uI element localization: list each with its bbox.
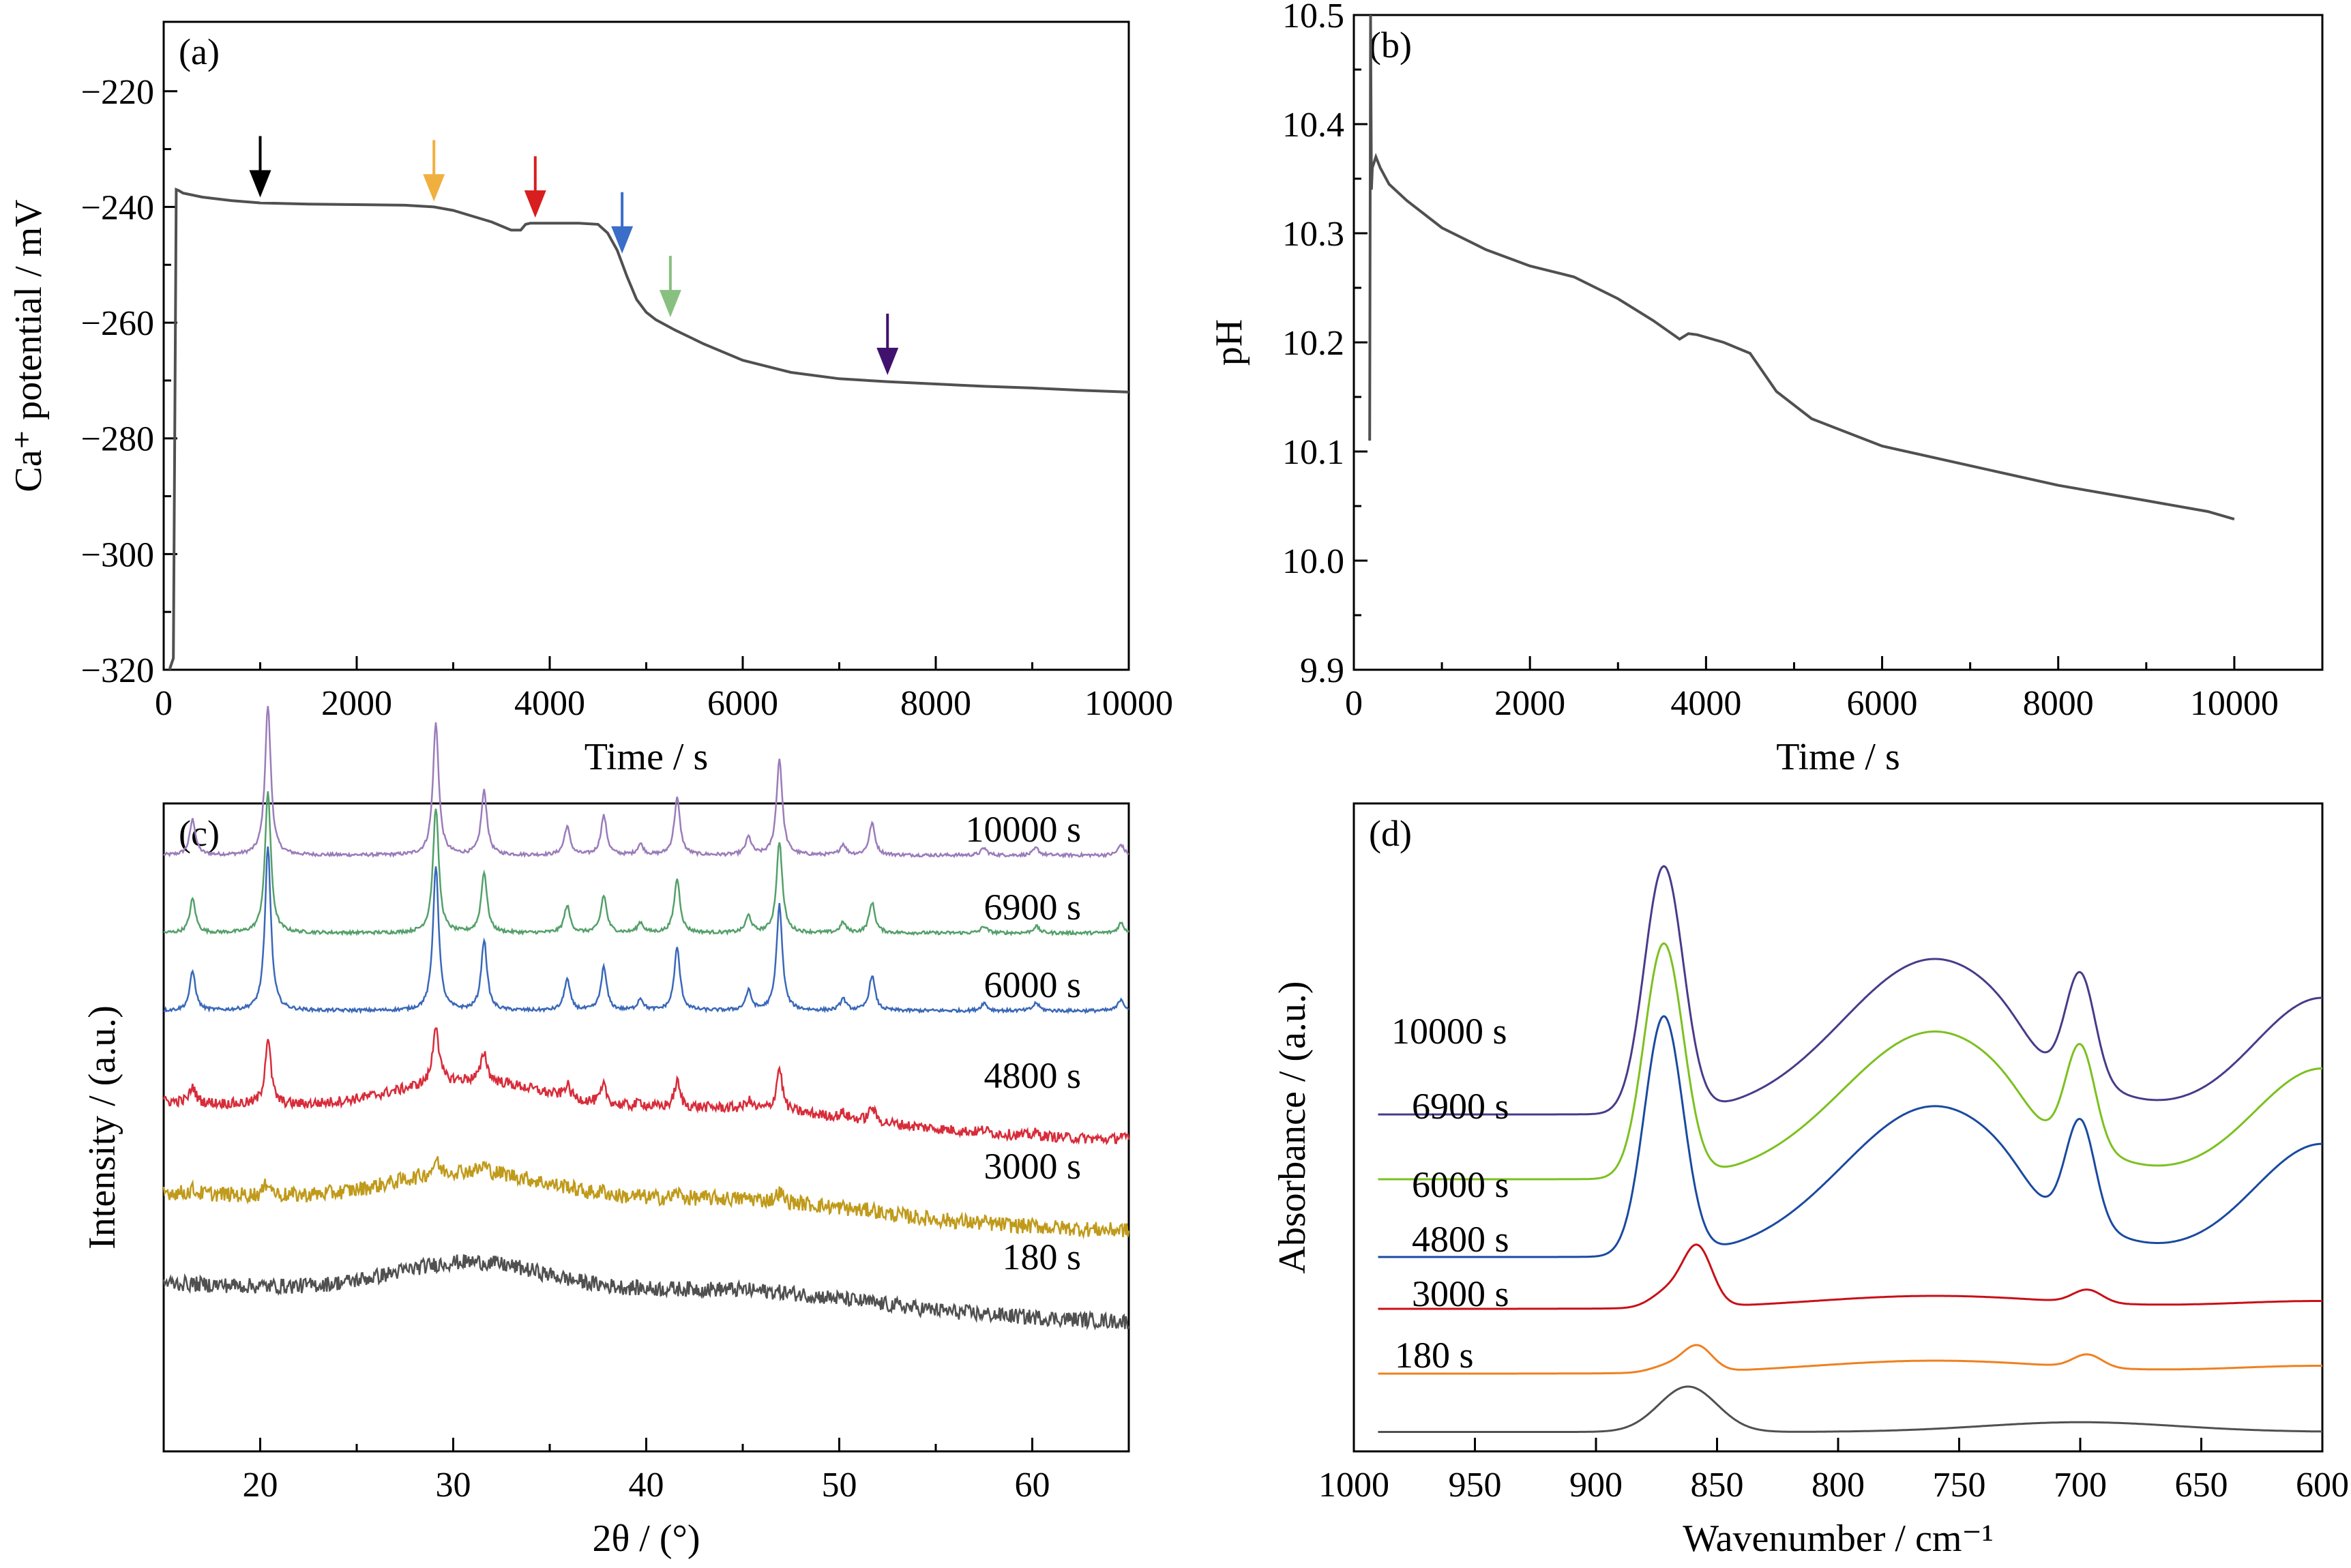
plot-frame: [1352, 802, 2324, 1453]
series-line: [163, 706, 1129, 859]
y-tick-label: −280: [81, 420, 154, 459]
panel-label: (d): [1369, 813, 1412, 854]
series-label: 4800 s: [1412, 1219, 1509, 1260]
marker-arrow-head: [249, 170, 271, 198]
x-axis-label: Time / s: [1776, 736, 1900, 778]
series-label: 180 s: [1002, 1237, 1081, 1277]
series-line: [1378, 942, 2322, 1181]
x-tick-label: 700: [2054, 1466, 2107, 1505]
series-label: 10000 s: [1391, 1011, 1507, 1052]
series-label: 4800 s: [984, 1055, 1081, 1096]
x-tick-label: 0: [155, 684, 173, 723]
x-tick-label: 50: [822, 1466, 857, 1505]
y-tick-label: 10.3: [1282, 215, 1344, 254]
y-tick-label: 9.9: [1300, 651, 1344, 690]
x-tick-label: 750: [1933, 1466, 1986, 1505]
x-tick-label: 8000: [900, 684, 971, 723]
x-tick-label: 40: [629, 1466, 664, 1505]
panel-b: 0 2000 4000 6000 8000 10000 Time / s (b) 9.9 10.0…: [1208, 0, 2324, 778]
series-label: 6000 s: [1412, 1164, 1509, 1205]
x-axis-label: Wavenumber / cm⁻¹: [1683, 1518, 1993, 1560]
y-axis-label: pH: [1208, 319, 1250, 366]
y-tick-label: −300: [81, 535, 154, 574]
panel-label: (a): [179, 31, 220, 72]
x-tick-label: 600: [2296, 1466, 2349, 1505]
x-tick-label: 4000: [1670, 684, 1741, 723]
series-line: [1378, 1243, 2322, 1310]
series-line: [163, 846, 1129, 1015]
y-tick-label: 10.1: [1282, 433, 1344, 472]
x-tick-label: 0: [1345, 684, 1363, 723]
series-line: [1378, 865, 2322, 1116]
y-tick-label: 10.5: [1282, 0, 1344, 35]
y-tick-label: 10.2: [1282, 324, 1344, 363]
series-label: 6900 s: [1412, 1086, 1509, 1127]
x-tick-label: 2000: [321, 684, 392, 723]
panel-label: (b): [1369, 25, 1412, 65]
series-label: 180 s: [1395, 1335, 1474, 1376]
y-tick-label: −260: [81, 304, 154, 343]
series-line: [163, 791, 1130, 937]
y-axis-label: Ca⁺ potential / mV: [8, 199, 50, 492]
series-line: [162, 1254, 1130, 1331]
marker-arrow-head: [423, 174, 445, 202]
x-tick-label: 10000: [2190, 684, 2279, 723]
x-tick-label: 6000: [707, 684, 778, 723]
panel-d: 1000 950 900 850 800 750 700 650 600 Wavenumber /…: [1271, 802, 2349, 1560]
y-tick-label: −220: [81, 73, 154, 112]
x-tick-label: 800: [1812, 1466, 1865, 1505]
series-label: 6900 s: [984, 887, 1081, 928]
series-line: [162, 1156, 1130, 1240]
marker-arrow-head: [659, 290, 681, 318]
series-label: 3000 s: [984, 1146, 1081, 1187]
series-label: 6000 s: [984, 964, 1081, 1005]
plot-frame: [1352, 14, 2324, 671]
x-tick-label: 650: [2175, 1466, 2228, 1505]
marker-arrow-head: [876, 347, 899, 375]
series-line: [1378, 1344, 2322, 1375]
x-tick-label: 30: [436, 1466, 471, 1505]
series-line: [1378, 1385, 2322, 1433]
y-tick-label: −240: [81, 188, 154, 227]
marker-arrow-head: [524, 190, 546, 218]
x-tick-label: 20: [243, 1466, 278, 1505]
x-tick-label: 10000: [1084, 684, 1173, 723]
y-tick-label: 10.0: [1282, 542, 1344, 581]
marker-arrow-head: [611, 226, 634, 254]
series-label: 3000 s: [1412, 1273, 1509, 1314]
y-tick-label: 10.4: [1282, 106, 1344, 145]
x-tick-label: 850: [1691, 1466, 1744, 1505]
x-axis-label: Time / s: [585, 736, 709, 778]
x-tick-label: 950: [1449, 1466, 1502, 1505]
x-tick-label: 2000: [1494, 684, 1565, 723]
plot-frame: [162, 20, 1130, 671]
x-tick-label: 6000: [1847, 684, 1918, 723]
series-line: [1368, 14, 2235, 521]
y-axis-label: Intensity / (a.u.): [81, 1005, 123, 1249]
series-line: [168, 188, 1129, 670]
y-axis-label: Absorbance / (a.u.): [1271, 981, 1314, 1273]
x-tick-label: 60: [1015, 1466, 1050, 1505]
x-tick-label: 4000: [514, 684, 585, 723]
x-tick-label: 900: [1569, 1466, 1623, 1505]
panel-a: 0 2000 4000 6000 8000 10000 Time / s (a) −320 −30…: [8, 20, 1173, 778]
x-tick-label: 1000: [1318, 1466, 1389, 1505]
x-tick-label: 8000: [2023, 684, 2094, 723]
series-line: [1378, 1015, 2322, 1258]
y-tick-label: −320: [81, 651, 154, 690]
series-line: [162, 1027, 1130, 1146]
series-label: 10000 s: [965, 809, 1081, 850]
x-axis-label: 2θ / (°): [592, 1518, 700, 1560]
